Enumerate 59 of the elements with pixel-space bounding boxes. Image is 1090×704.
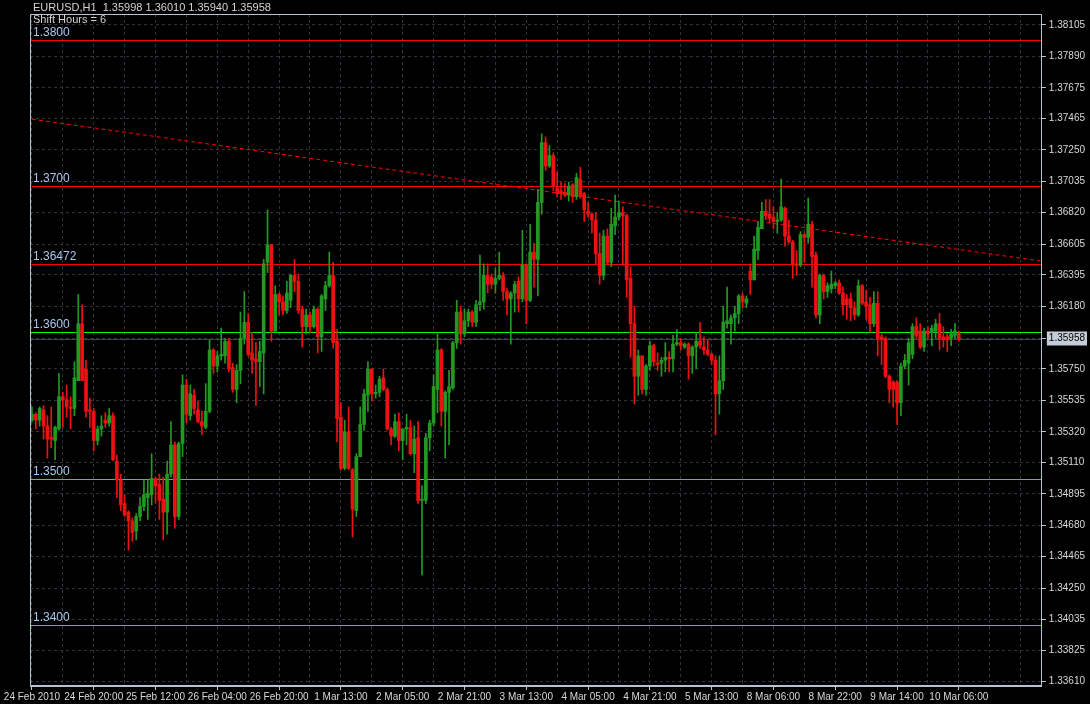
y-tick-label: 1.37465 [1048, 112, 1086, 124]
x-tick-label: 3 Mar 13:00 [499, 690, 554, 702]
candlestick [563, 183, 567, 197]
y-tick-label: 1.34250 [1048, 581, 1086, 593]
chart-title: EURUSD,H1 1.35998 1.36010 1.35940 1.35958 [33, 1, 271, 13]
candlestick [945, 333, 950, 352]
y-tick-label: 1.38105 [1048, 18, 1086, 30]
x-tick-label: 2 Mar 05:00 [376, 690, 430, 702]
y-tick-label: 1.36180 [1048, 299, 1086, 311]
x-tick-label: 24 Feb 2010 [3, 690, 61, 702]
y-tick-label: 1.35535 [1048, 394, 1086, 406]
y-tick-label: 1.37250 [1048, 143, 1086, 155]
x-tick-label: 1 Mar 13:00 [314, 690, 369, 702]
x-tick-label: 8 Mar 22:00 [808, 690, 863, 702]
y-tick-label: 1.33825 [1048, 643, 1086, 655]
x-tick-label: 26 Feb 04:00 [187, 690, 248, 702]
x-tick-label: 4 Mar 05:00 [561, 690, 616, 702]
x-tick-label: 4 Mar 21:00 [623, 690, 677, 702]
x-tick-label: 26 Feb 20:00 [249, 690, 310, 702]
candlestick [663, 342, 668, 373]
candlestick [694, 332, 699, 370]
y-tick-label: 1.37890 [1048, 50, 1086, 62]
ref-line-label: 1.3800 [33, 24, 71, 39]
candlestick [763, 199, 768, 221]
y-tick-label: 1.37035 [1048, 175, 1086, 187]
y-tick-label: 1.36605 [1048, 237, 1086, 249]
y-tick-label: 1.34035 [1048, 613, 1086, 625]
y-tick-label: 1.34465 [1048, 550, 1086, 562]
ref-line-label: 1.3700 [33, 170, 71, 185]
y-tick-label: 1.35750 [1048, 362, 1086, 374]
x-tick-label: 8 Mar 06:00 [746, 690, 801, 702]
x-tick-label: 10 Mar 06:00 [929, 690, 989, 702]
y-tick-label: 1.37675 [1048, 81, 1086, 93]
y-tick-label: 1.35320 [1048, 425, 1086, 437]
y-tick-label: 1.35958 [1048, 332, 1086, 344]
x-tick-label: 25 Feb 12:00 [126, 690, 186, 702]
x-tick-label: 2 Mar 21:00 [437, 690, 492, 702]
y-tick-label: 1.34895 [1048, 487, 1086, 499]
candlestick [844, 294, 849, 320]
candlestick [926, 326, 930, 339]
ref-line-label: 1.36472 [33, 248, 77, 263]
candlestick [49, 406, 54, 449]
y-tick-label: 1.34680 [1048, 519, 1086, 531]
x-tick-label: 9 Mar 14:00 [870, 690, 925, 702]
ref-line-label: 1.3500 [33, 463, 71, 478]
ref-line-label: 1.3600 [33, 316, 71, 331]
y-tick-label: 1.35110 [1048, 456, 1085, 468]
y-tick-label: 1.36820 [1048, 206, 1086, 218]
y-tick-label: 1.33610 [1048, 675, 1086, 687]
x-tick-label: 24 Feb 20:00 [64, 690, 124, 702]
candlestick [161, 476, 166, 541]
y-tick-label: 1.36395 [1048, 268, 1086, 280]
chart-subtitle: Shift Hours = 6 [33, 13, 108, 25]
candlestick [667, 351, 671, 373]
candlestick [532, 243, 536, 288]
x-tick-label: 5 Mar 13:00 [684, 690, 739, 702]
candlestick [103, 412, 108, 428]
ref-line-label: 1.3400 [33, 609, 71, 624]
candlestick [559, 181, 563, 200]
